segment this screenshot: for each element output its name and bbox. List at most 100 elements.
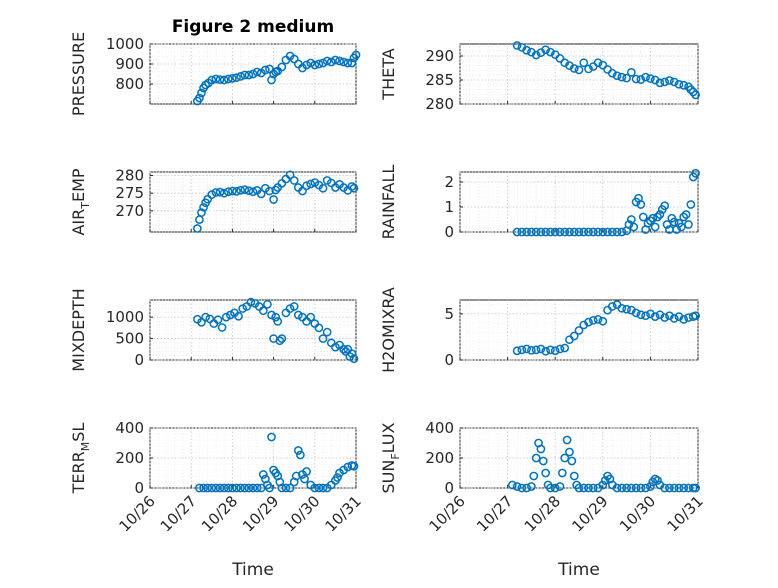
data-point bbox=[579, 58, 589, 68]
data-point bbox=[271, 185, 281, 195]
data-point bbox=[646, 216, 655, 226]
data-point bbox=[522, 45, 531, 55]
x-tick-label: 10/28 bbox=[198, 492, 241, 535]
data-point bbox=[536, 227, 546, 237]
data-point bbox=[660, 77, 670, 87]
y-axis-label: PRESSURE bbox=[69, 32, 88, 116]
data-point bbox=[527, 482, 536, 491]
data-point bbox=[655, 78, 665, 88]
data-point bbox=[349, 461, 359, 471]
data-point bbox=[555, 227, 565, 237]
data-point bbox=[228, 74, 237, 83]
data-point bbox=[536, 344, 546, 354]
data-point bbox=[541, 45, 551, 55]
data-point bbox=[318, 334, 328, 343]
data-point bbox=[232, 483, 241, 493]
data-point bbox=[691, 90, 700, 100]
data-point bbox=[347, 182, 357, 191]
data-point bbox=[624, 220, 634, 229]
data-point bbox=[512, 482, 522, 491]
data-point bbox=[331, 55, 340, 65]
axes-sun_flux: 10/26 10/27 10/28 10/29 10/30 10/31 0 200 400 SUN… bbox=[379, 419, 707, 580]
y-tick-label: 400 bbox=[115, 419, 144, 437]
data-point bbox=[252, 483, 262, 493]
data-point bbox=[347, 58, 357, 68]
data-point bbox=[219, 75, 229, 85]
data-point bbox=[221, 312, 231, 322]
data-point bbox=[588, 315, 598, 325]
data-point bbox=[584, 227, 593, 237]
data-point bbox=[565, 447, 574, 457]
data-point bbox=[598, 60, 608, 70]
data-point bbox=[302, 467, 311, 476]
y-tick-label: 285 bbox=[425, 71, 454, 89]
data-point bbox=[201, 312, 210, 322]
data-point bbox=[569, 64, 579, 73]
data-point bbox=[285, 483, 295, 493]
data-point bbox=[225, 310, 235, 320]
data-point bbox=[612, 227, 622, 237]
data-point bbox=[574, 65, 584, 75]
x-tick-label: 10/30 bbox=[616, 492, 659, 535]
data-point bbox=[211, 188, 221, 197]
data-point bbox=[508, 480, 517, 490]
data-point bbox=[318, 58, 328, 68]
data-point bbox=[627, 67, 636, 77]
data-point bbox=[275, 336, 285, 346]
x-tick-label: 10/30 bbox=[280, 492, 323, 535]
data-point bbox=[691, 168, 700, 178]
y-tick-label: 1 bbox=[444, 198, 454, 216]
data-point bbox=[343, 462, 353, 472]
data-point bbox=[686, 200, 696, 209]
data-point bbox=[653, 212, 662, 222]
y-tick-label: 200 bbox=[115, 449, 144, 467]
axes-rainfall: 0 1 2 RAINFALL bbox=[379, 165, 700, 241]
data-point bbox=[641, 72, 650, 82]
data-point bbox=[669, 217, 679, 227]
data-point bbox=[289, 302, 299, 311]
data-point bbox=[636, 75, 646, 84]
data-point bbox=[267, 432, 276, 442]
data-point bbox=[211, 483, 221, 493]
data-point bbox=[193, 224, 202, 233]
data-point bbox=[650, 312, 660, 321]
data-point bbox=[267, 310, 276, 320]
y-axis-label: SUNFLUX bbox=[379, 422, 402, 493]
data-point bbox=[306, 58, 316, 68]
data-point bbox=[686, 85, 696, 94]
data-point bbox=[512, 41, 522, 50]
data-point bbox=[234, 311, 243, 321]
data-point bbox=[612, 71, 622, 81]
x-tick-label: 10/28 bbox=[521, 492, 564, 535]
data-point bbox=[617, 227, 627, 237]
data-point bbox=[244, 70, 254, 80]
data-point bbox=[631, 483, 641, 493]
data-point bbox=[538, 456, 548, 466]
y-tick-label: 1000 bbox=[106, 35, 144, 53]
data-point bbox=[541, 468, 551, 478]
data-point bbox=[584, 317, 593, 327]
data-point bbox=[306, 312, 316, 322]
data-point bbox=[232, 73, 241, 82]
data-point bbox=[529, 471, 539, 481]
data-point bbox=[584, 64, 593, 74]
y-tick-label: 2 bbox=[444, 173, 454, 191]
data-point bbox=[215, 75, 225, 84]
y-tick-label: 280 bbox=[425, 95, 454, 113]
data-point bbox=[322, 56, 332, 66]
data-point bbox=[244, 483, 254, 493]
data-point bbox=[600, 476, 610, 485]
data-point bbox=[271, 312, 281, 322]
data-point bbox=[223, 187, 233, 197]
data-point bbox=[579, 483, 589, 493]
data-point bbox=[326, 57, 336, 67]
data-point bbox=[617, 72, 627, 82]
data-point bbox=[622, 304, 631, 314]
data-point bbox=[569, 227, 579, 237]
data-point bbox=[584, 483, 593, 493]
y-tick-label: 400 bbox=[425, 419, 454, 437]
data-point bbox=[258, 470, 268, 479]
data-point bbox=[669, 314, 679, 323]
data-point bbox=[318, 483, 328, 493]
